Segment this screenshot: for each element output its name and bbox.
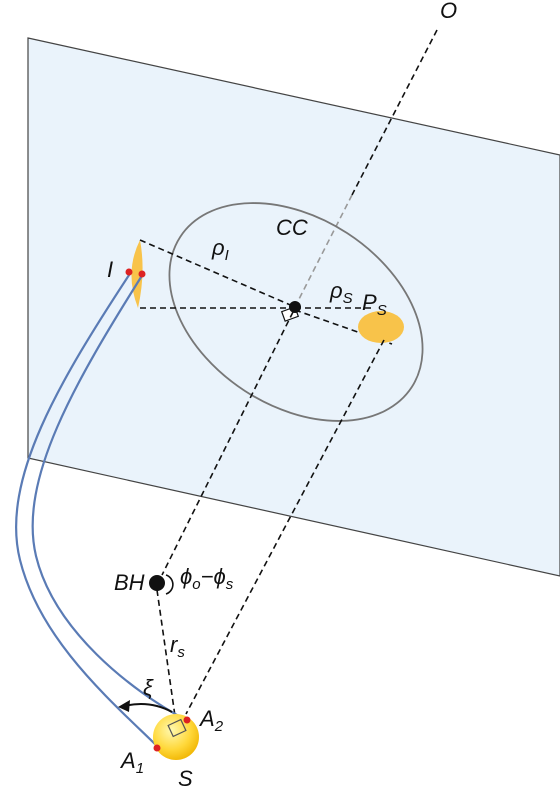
right-angle-s (167, 718, 187, 738)
center-dot (289, 301, 301, 313)
source-position (358, 311, 404, 343)
label-s: S (178, 766, 193, 791)
label-sub: s (226, 576, 234, 593)
label-sub: o (192, 576, 200, 593)
rs-line (156, 589, 176, 717)
label-main: ξ (143, 675, 154, 700)
xi-arrow (123, 703, 173, 713)
label-main: I (107, 257, 113, 282)
label-main: O (440, 0, 457, 23)
label-sub: 2 (214, 718, 224, 735)
label-o: O (440, 0, 457, 23)
label-main: BH (114, 570, 145, 595)
label-main: A (119, 748, 136, 773)
label-main: r (170, 632, 179, 657)
black-hole (149, 575, 165, 591)
label-sub: S (377, 302, 387, 319)
label-sub: I (225, 247, 229, 264)
phi-arc (165, 574, 174, 595)
label-rest: −ϕ (201, 564, 226, 589)
critical-curve (168, 202, 424, 422)
image-point-2 (138, 270, 146, 278)
label-i: I (107, 257, 113, 282)
rho-i-line (139, 239, 296, 308)
star (153, 714, 199, 760)
label-main: ρ (211, 235, 225, 260)
image (131, 240, 143, 308)
label-main: S (178, 766, 193, 791)
line-of-sight (351, 29, 438, 196)
line-of-sight-hidden (295, 194, 353, 306)
a2-point (183, 716, 191, 724)
label-main: ρ (329, 278, 343, 303)
label-bh: BH (114, 570, 145, 595)
label-a-1: A1 (119, 748, 144, 777)
label-rho-i: ρI (211, 235, 229, 264)
label-a-2: A2 (198, 706, 224, 735)
label-main: P (362, 290, 377, 315)
label-xi: ξ (143, 675, 154, 700)
label-r-s: rs (170, 632, 185, 661)
image-point-1 (125, 268, 133, 276)
label-sub: 1 (136, 760, 144, 777)
bh-line (161, 311, 294, 576)
light-path-1 (15, 271, 158, 747)
light-path-2 (31, 273, 187, 721)
label-main: CC (276, 215, 308, 240)
label-sub: s (177, 644, 185, 661)
source-line (185, 339, 385, 715)
a1-point (153, 744, 161, 752)
label-phi: ϕo−ϕs (180, 564, 234, 593)
label-main: ϕ (180, 564, 192, 589)
label-cc: CC (276, 215, 308, 240)
xi-arrowhead (118, 700, 130, 712)
label-main: A (198, 706, 215, 731)
label-rho-s: ρS (329, 278, 353, 307)
label-sub: S (343, 290, 353, 307)
label-p-s: PS (362, 290, 387, 319)
